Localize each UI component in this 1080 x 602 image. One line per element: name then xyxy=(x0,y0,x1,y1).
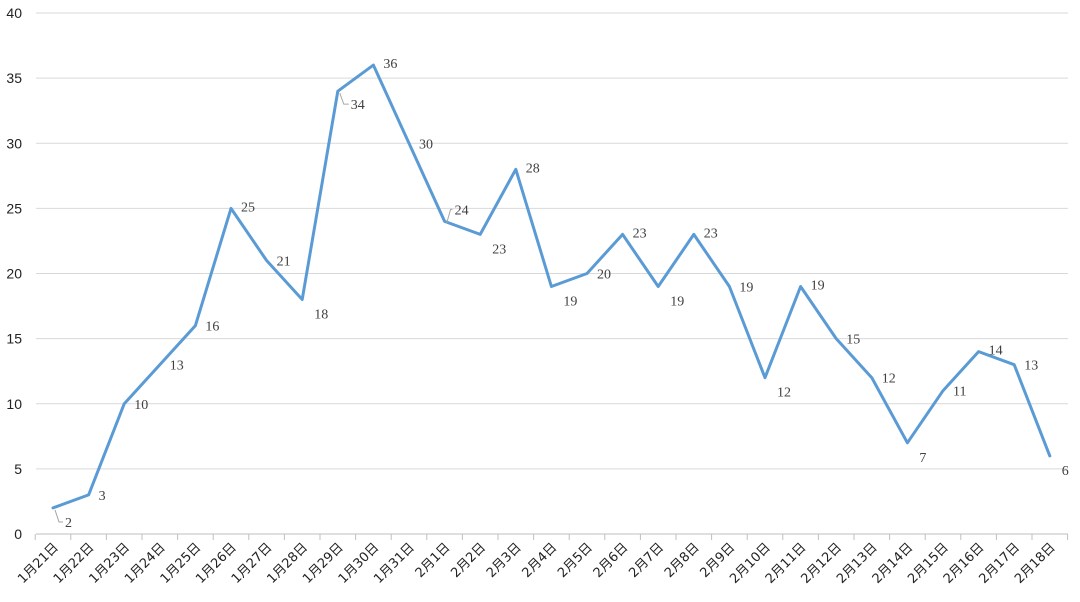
data-label: 14 xyxy=(989,344,1003,359)
y-tick-label: 35 xyxy=(6,70,22,86)
data-label: 12 xyxy=(777,386,791,401)
data-label: 18 xyxy=(314,308,328,323)
data-label: 7 xyxy=(919,451,926,466)
y-tick-label: 30 xyxy=(6,135,22,151)
x-tick-label: 2月2日 xyxy=(448,540,489,581)
x-tick-label: 2月1日 xyxy=(413,540,454,581)
data-label: 21 xyxy=(277,254,291,269)
x-tick-label: 2月4日 xyxy=(520,540,561,581)
x-tick-label: 2月3日 xyxy=(484,540,525,581)
data-label: 30 xyxy=(419,137,433,152)
data-label: 10 xyxy=(134,398,148,413)
y-tick-label: 20 xyxy=(6,266,22,282)
data-label-leader xyxy=(339,92,349,105)
data-label: 25 xyxy=(241,200,255,215)
data-label: 24 xyxy=(455,203,469,218)
x-tick-label: 2月5日 xyxy=(555,540,596,581)
data-label: 15 xyxy=(846,333,860,348)
y-tick-label: 15 xyxy=(6,331,22,347)
data-label: 19 xyxy=(670,295,684,310)
data-label-leader xyxy=(54,509,63,523)
y-tick-label: 5 xyxy=(14,461,22,477)
data-label: 34 xyxy=(351,98,365,113)
data-label: 20 xyxy=(597,268,611,283)
y-tick-label: 25 xyxy=(6,200,22,216)
x-axis-tick-labels: 1月21日1月22日1月23日1月24日1月25日1月26日1月27日1月28日… xyxy=(15,540,1058,587)
data-label: 36 xyxy=(383,57,397,72)
data-label: 28 xyxy=(526,161,540,176)
data-label: 13 xyxy=(170,359,184,374)
data-label: 23 xyxy=(492,242,506,257)
data-label: 2 xyxy=(65,516,72,531)
y-tick-label: 10 xyxy=(6,396,22,412)
data-label: 16 xyxy=(205,320,219,335)
gridlines xyxy=(36,12,1068,470)
x-tick-label: 2月8日 xyxy=(662,540,703,581)
x-tick-label: 2月6日 xyxy=(591,540,632,581)
data-label: 23 xyxy=(704,226,718,241)
data-label: 13 xyxy=(1024,359,1038,374)
x-axis xyxy=(34,533,1069,540)
data-label: 11 xyxy=(953,385,966,400)
data-label: 19 xyxy=(563,295,577,310)
y-tick-label: 40 xyxy=(6,5,22,21)
data-label: 19 xyxy=(739,281,753,296)
series-line xyxy=(51,63,1052,510)
data-label: 19 xyxy=(811,279,825,294)
y-tick-label: 0 xyxy=(14,526,22,542)
data-labels: 2310131625211834363024232819202319231912… xyxy=(54,57,1069,531)
data-label-leader xyxy=(446,208,453,224)
data-label: 23 xyxy=(633,226,647,241)
series-layer xyxy=(51,63,1052,510)
data-label: 12 xyxy=(882,372,896,387)
y-axis-tick-labels: 0 5 10 15 20 25 30 35 40 xyxy=(6,5,22,542)
data-label: 6 xyxy=(1062,464,1069,479)
x-tick-label: 2月7日 xyxy=(626,540,667,581)
data-label: 3 xyxy=(99,489,106,504)
